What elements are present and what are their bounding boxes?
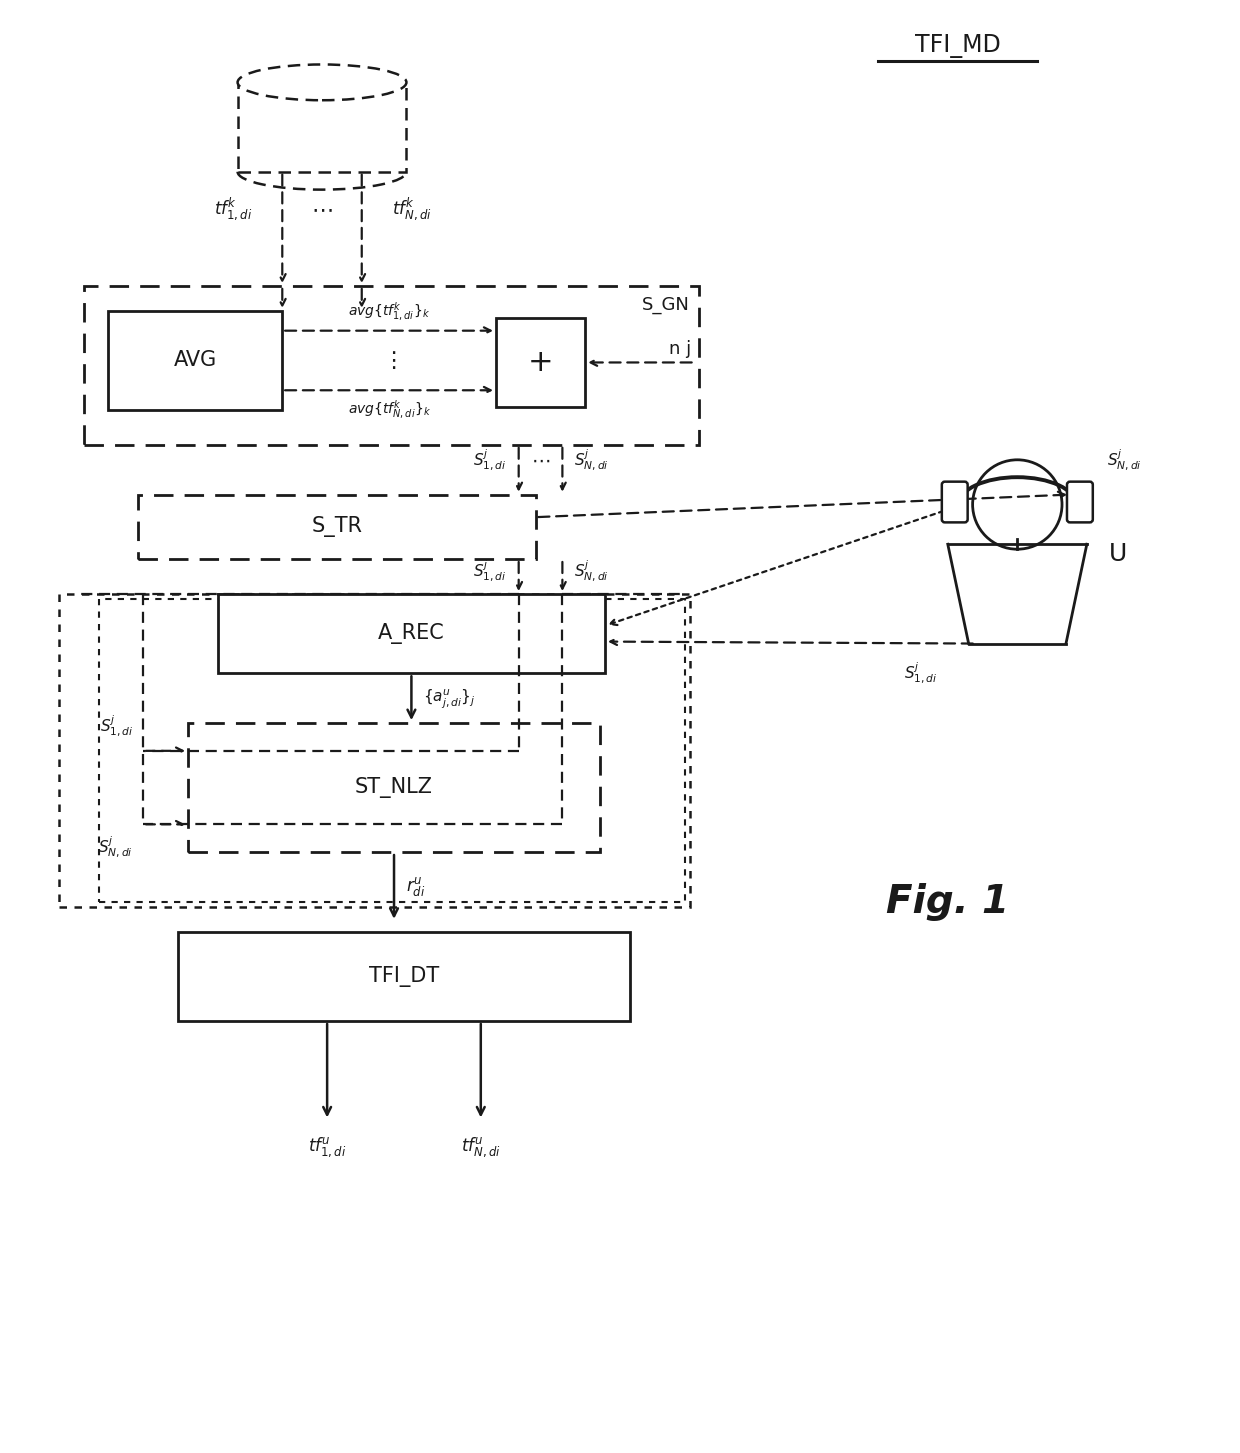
Text: ST_NLZ: ST_NLZ <box>355 777 433 798</box>
Text: $S_{N,di}^{j}$: $S_{N,di}^{j}$ <box>574 559 609 584</box>
Text: $tf_{1,di}^{k}$: $tf_{1,di}^{k}$ <box>215 196 253 222</box>
Text: n j: n j <box>670 340 692 357</box>
Text: $S_{1,di}^{j}$: $S_{1,di}^{j}$ <box>904 661 937 686</box>
Text: $avg\{tf_{N,di}^{k}\}_{k}$: $avg\{tf_{N,di}^{k}\}_{k}$ <box>347 398 430 421</box>
Text: $tf_{N,di}^{k}$: $tf_{N,di}^{k}$ <box>392 196 432 222</box>
Text: $\vdots$: $\vdots$ <box>382 350 397 372</box>
FancyBboxPatch shape <box>1066 481 1092 523</box>
Text: $\{a_{j,di}^{u}\}_{j}$: $\{a_{j,di}^{u}\}_{j}$ <box>423 687 476 709</box>
Text: $\cdots$: $\cdots$ <box>311 199 332 219</box>
Text: S_TR: S_TR <box>311 516 362 538</box>
Text: TFI_DT: TFI_DT <box>368 966 439 987</box>
Text: $S_{1,di}^{j}$: $S_{1,di}^{j}$ <box>474 559 507 584</box>
Text: $avg\{tf_{1,di}^{k}\}_{k}$: $avg\{tf_{1,di}^{k}\}_{k}$ <box>348 301 430 323</box>
Text: $r_{di}^{u}$: $r_{di}^{u}$ <box>405 875 425 898</box>
FancyBboxPatch shape <box>942 481 967 523</box>
Text: tf_bdd: tf_bdd <box>291 126 353 147</box>
Text: A_REC: A_REC <box>378 623 445 644</box>
Bar <box>238 83 407 171</box>
Text: $tf_{1,di}^{u}$: $tf_{1,di}^{u}$ <box>308 1135 346 1159</box>
Text: $S_{N,di}^{j}$: $S_{N,di}^{j}$ <box>1107 448 1142 472</box>
Text: $S_{1,di}^{j}$: $S_{1,di}^{j}$ <box>99 713 133 740</box>
FancyBboxPatch shape <box>179 931 630 1021</box>
FancyBboxPatch shape <box>496 318 585 407</box>
Text: $\cdots$: $\cdots$ <box>531 450 551 469</box>
Text: U: U <box>1109 542 1127 567</box>
FancyBboxPatch shape <box>108 311 283 410</box>
Text: $tf_{N,di}^{u}$: $tf_{N,di}^{u}$ <box>461 1135 501 1159</box>
Ellipse shape <box>238 64 407 100</box>
Text: $S_{N,di}^{j}$: $S_{N,di}^{j}$ <box>574 448 609 472</box>
Text: $S_{1,di}^{j}$: $S_{1,di}^{j}$ <box>474 448 507 472</box>
Text: S_GN: S_GN <box>641 296 689 314</box>
Text: TFI_MD: TFI_MD <box>915 33 1001 58</box>
Text: Fig. 1: Fig. 1 <box>887 883 1009 921</box>
FancyBboxPatch shape <box>218 594 605 673</box>
Text: +: + <box>528 347 553 376</box>
Text: $S_{N,di}^{j}$: $S_{N,di}^{j}$ <box>98 834 133 860</box>
Text: AVG: AVG <box>174 350 217 371</box>
